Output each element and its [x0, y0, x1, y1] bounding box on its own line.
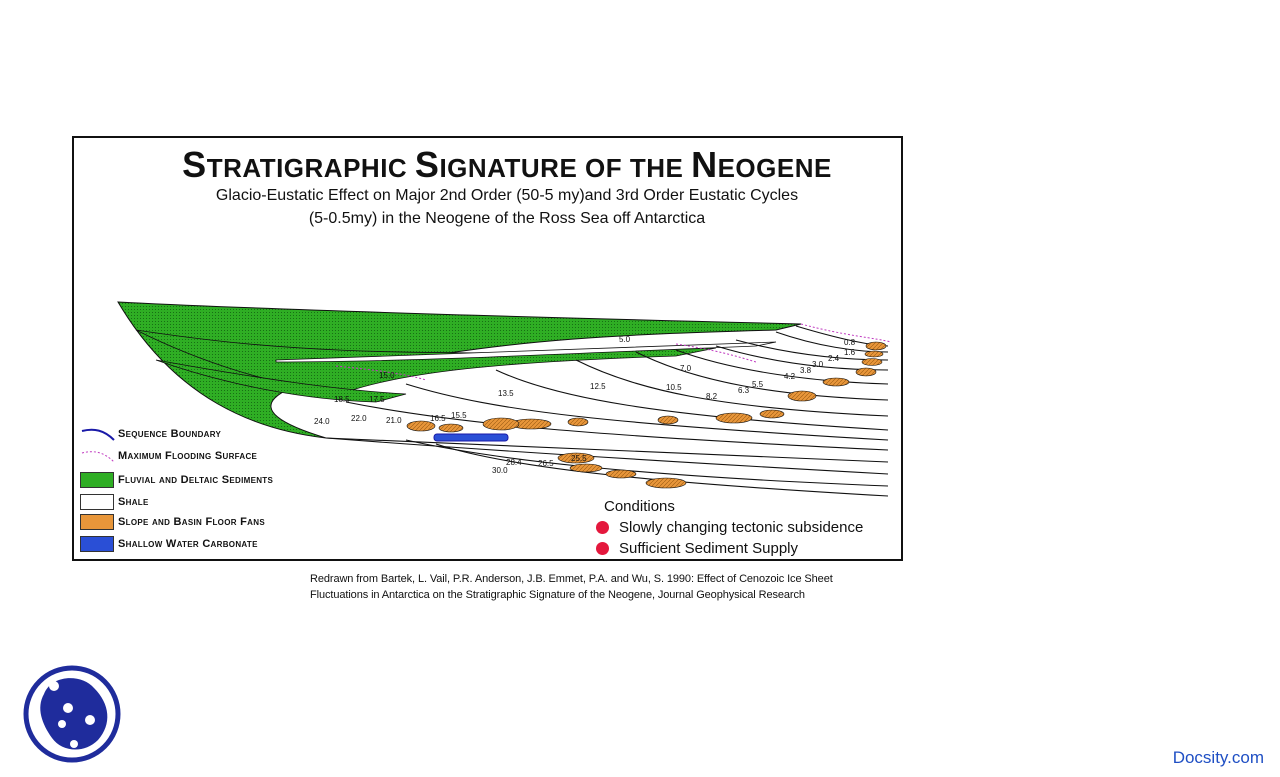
age-label: 13.5 [498, 389, 514, 398]
sequence-boundary-swatch [81, 428, 115, 441]
age-label: 4.2 [784, 372, 796, 381]
subtitle-line-1: Glacio-Eustatic Effect on Major 2nd Orde… [215, 187, 799, 204]
age-label: 30.0 [492, 466, 508, 475]
bullet-dot [596, 542, 609, 555]
sequence-lines [325, 325, 889, 497]
caption-line-1: Redrawn from Bartek, L. Vail, P.R. Ander… [310, 573, 833, 585]
age-label: 5.5 [752, 380, 764, 389]
title-initial-s: S [182, 144, 207, 185]
age-label: 2.4 [828, 354, 840, 363]
age-label: 18.5 [334, 395, 350, 404]
diagram-frame [72, 136, 903, 561]
brand-link[interactable]: Docsity.com [1172, 748, 1264, 767]
age-label: 28.4 [506, 458, 522, 467]
legend-label: Slope and Basin Floor Fans [118, 516, 265, 528]
diagram-subtitle: Glacio-Eustatic Effect on Major 2nd Orde… [72, 184, 942, 230]
condition-item: Sufficient Sediment Supply [596, 540, 863, 557]
age-label: 0.8 [844, 338, 856, 347]
conditions-heading: Conditions [604, 498, 675, 515]
legend-item-shale: Shale [80, 492, 149, 512]
title-part-3: EOGENE [717, 153, 832, 183]
age-label: 5.0 [619, 335, 631, 344]
age-label: 24.0 [314, 417, 330, 426]
age-label: 15.0 [379, 371, 395, 380]
mfs-swatch [81, 451, 115, 463]
title-initial-n: N [691, 144, 718, 185]
age-label: 12.5 [590, 382, 606, 391]
shale-swatch [80, 494, 114, 510]
age-label: 17.5 [369, 395, 385, 404]
legend-label: Maximum Flooding Surface [118, 450, 258, 462]
legend-label: Shale [118, 496, 149, 508]
fluvial-swatch [80, 472, 114, 488]
legend-label: Shallow Water Carbonate [118, 538, 258, 550]
carbonate-body [433, 433, 509, 442]
age-label: 1.6 [844, 348, 856, 357]
stratigraphic-cross-section: 0.8 1.6 2.4 3.0 3.8 4.2 5.0 5.5 6.3 7.0 … [117, 301, 892, 497]
age-label: 21.0 [386, 416, 402, 425]
title-part-1: TRATIGRAPHIC [206, 153, 415, 183]
title-part-2: IGNATURE OF THE [439, 153, 692, 183]
age-label: 8.2 [706, 392, 718, 401]
legend-item-fans: Slope and Basin Floor Fans [80, 512, 265, 532]
docsity-logo[interactable] [22, 664, 122, 764]
shale-band [275, 341, 777, 363]
age-label: 16.5 [430, 414, 446, 423]
diagram-title: STRATIGRAPHIC SIGNATURE OF THE NEOGENE [72, 144, 942, 186]
age-label: 3.0 [812, 360, 824, 369]
age-label: 7.0 [680, 364, 692, 373]
age-label: 3.8 [800, 366, 812, 375]
legend-item-fluvial: Fluvial and Deltaic Sediments [80, 470, 273, 490]
age-label: 25.5 [571, 454, 587, 463]
age-label: 22.0 [351, 414, 367, 423]
caption-line-2: Fluctuations in Antarctica on the Strati… [310, 589, 805, 601]
age-label: 26.5 [538, 459, 554, 468]
legend-item-carbonate: Shallow Water Carbonate [80, 534, 258, 554]
legend-item-mfs: Maximum Flooding Surface [80, 446, 257, 466]
legend-label: Fluvial and Deltaic Sediments [118, 474, 274, 486]
age-label: 6.3 [738, 386, 750, 395]
fans-swatch [80, 514, 114, 530]
mfs-lines [335, 323, 892, 381]
deltaic-wedge [117, 301, 802, 439]
title-initial-s2: S [414, 144, 440, 185]
subtitle-line-2: (5-0.5my) in the Neogene of the Ross Sea… [308, 210, 706, 227]
age-label: 10.5 [666, 383, 682, 392]
fans [406, 341, 887, 489]
legend-label: Sequence Boundary [118, 428, 222, 440]
age-labels: 0.8 1.6 2.4 3.0 3.8 4.2 5.0 5.5 6.3 7.0 … [314, 335, 856, 475]
age-label: 15.5 [451, 411, 467, 420]
legend-item-sequence-boundary: Sequence Boundary [80, 424, 221, 444]
condition-text: Slowly changing tectonic subsidence [619, 519, 864, 536]
condition-text: Sufficient Sediment Supply [619, 540, 798, 557]
carbonate-swatch [80, 536, 114, 552]
source-caption: Redrawn from Bartek, L. Vail, P.R. Ander… [310, 571, 833, 603]
bullet-dot [596, 521, 609, 534]
deltaic-lobe [155, 359, 407, 403]
conditions: Conditions Slowly changing tectonic subs… [596, 498, 863, 557]
condition-item: Slowly changing tectonic subsidence [596, 519, 863, 536]
